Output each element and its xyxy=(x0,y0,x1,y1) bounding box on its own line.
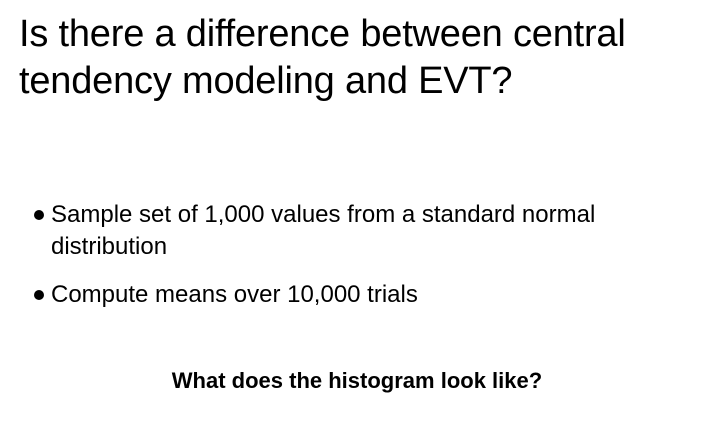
bullet-dot-icon xyxy=(34,210,44,220)
bullet-list: Sample set of 1,000 values from a standa… xyxy=(34,199,674,327)
bullet-item: Compute means over 10,000 trials xyxy=(34,279,674,311)
bullet-dot-icon xyxy=(34,290,44,300)
slide-question: What does the histogram look like? xyxy=(171,368,543,393)
slide-title: Is there a difference between central te… xyxy=(19,13,626,102)
bullet-text: Sample set of 1,000 values from a standa… xyxy=(51,201,596,260)
bullet-text: Compute means over 10,000 trials xyxy=(51,281,418,308)
bullet-item: Sample set of 1,000 values from a standa… xyxy=(34,199,674,263)
